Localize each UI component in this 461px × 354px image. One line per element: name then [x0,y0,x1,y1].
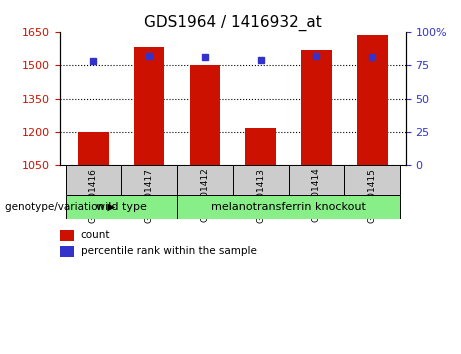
Text: GSM101414: GSM101414 [312,168,321,222]
Text: GSM101413: GSM101413 [256,168,265,223]
Bar [357,35,388,165]
Text: GSM101416: GSM101416 [89,168,98,223]
Bar [65,165,121,195]
Bar [289,165,344,195]
Bar [134,47,165,165]
Text: wild type: wild type [96,202,147,212]
Text: genotype/variation ▶: genotype/variation ▶ [5,202,115,212]
Bar [245,127,276,165]
Bar [344,165,400,195]
Bar [177,195,400,219]
Bar [177,165,233,195]
Bar [121,165,177,195]
Text: count: count [81,230,110,240]
Text: GSM101412: GSM101412 [201,168,209,222]
Text: percentile rank within the sample: percentile rank within the sample [81,246,257,256]
Bar [301,50,332,165]
Bar [189,65,220,165]
Bar [65,195,177,219]
Text: GSM101417: GSM101417 [145,168,154,223]
Title: GDS1964 / 1416932_at: GDS1964 / 1416932_at [144,14,322,30]
Text: melanotransferrin knockout: melanotransferrin knockout [211,202,366,212]
Bar [60,230,74,241]
Bar [233,165,289,195]
Text: GSM101415: GSM101415 [368,168,377,223]
Bar [78,132,109,165]
Bar [60,246,74,257]
